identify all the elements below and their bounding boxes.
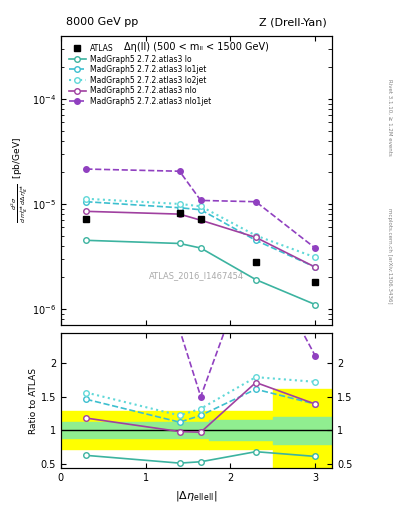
Y-axis label: Ratio to ATLAS: Ratio to ATLAS	[29, 368, 38, 434]
Y-axis label: $\frac{d^2\sigma}{d\,m_{\ell\ell}^{\rm tot}\,d\Delta\eta_{\ell\ell}^{\rm tot}}$ : $\frac{d^2\sigma}{d\,m_{\ell\ell}^{\rm t…	[10, 138, 31, 223]
Text: ATLAS_2016_I1467454: ATLAS_2016_I1467454	[149, 271, 244, 281]
Text: mcplots.cern.ch [arXiv:1306.3436]: mcplots.cern.ch [arXiv:1306.3436]	[387, 208, 392, 304]
X-axis label: $|\Delta\eta_{\rm ell\,ell}|$: $|\Delta\eta_{\rm ell\,ell}|$	[175, 489, 218, 503]
Text: 8000 GeV pp: 8000 GeV pp	[66, 17, 139, 27]
Text: Δη(ll) (500 < mₗₗ < 1500 GeV): Δη(ll) (500 < mₗₗ < 1500 GeV)	[124, 41, 269, 52]
Text: Z (Drell-Yan): Z (Drell-Yan)	[259, 17, 327, 27]
Legend: ATLAS, MadGraph5 2.7.2.atlas3 lo, MadGraph5 2.7.2.atlas3 lo1jet, MadGraph5 2.7.2: ATLAS, MadGraph5 2.7.2.atlas3 lo, MadGra…	[68, 42, 212, 107]
Text: Rivet 3.1.10, ≥ 1.2M events: Rivet 3.1.10, ≥ 1.2M events	[387, 79, 392, 156]
